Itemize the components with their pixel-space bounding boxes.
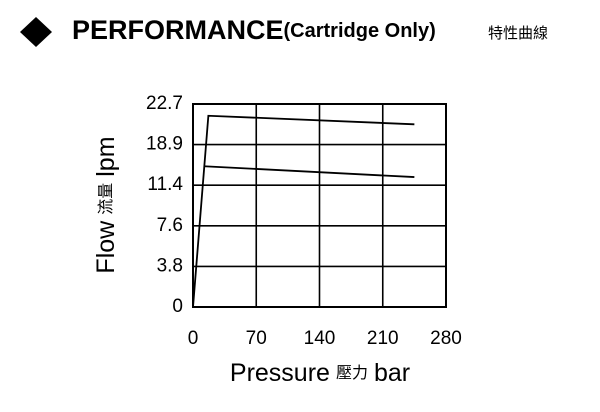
x-tick-label: 70 — [246, 328, 267, 349]
y-axis-label: Flow 流量 lpm — [92, 136, 120, 273]
diamond-icon — [20, 17, 52, 47]
y-tick-label: 0 — [172, 296, 183, 317]
y-tick-label: 18.9 — [146, 134, 183, 155]
y-label-en: Flow — [92, 220, 120, 274]
y-tick-label: 7.6 — [157, 215, 183, 236]
x-label-unit: bar — [374, 359, 410, 387]
x-label-en: Pressure — [230, 359, 330, 387]
y-tick-label: 3.8 — [157, 255, 183, 276]
plot-frame — [192, 103, 447, 308]
x-tick-label: 280 — [430, 328, 462, 349]
y-label-cn: 流量 — [97, 183, 115, 215]
title-cn: 特性曲線 — [488, 25, 548, 42]
data-line — [203, 165, 415, 178]
x-tick-label: 140 — [304, 328, 336, 349]
x-label-cn: 壓力 — [336, 364, 368, 382]
x-tick-label: 210 — [367, 328, 399, 349]
y-label-unit: lpm — [92, 136, 120, 176]
x-tick-label: 0 — [188, 328, 199, 349]
chart-title: PERFORMANCE(Cartridge Only) — [72, 15, 436, 45]
data-line — [192, 114, 415, 308]
y-tick-label: 22.7 — [146, 93, 183, 114]
y-tick-label: 11.4 — [147, 174, 183, 195]
title-main: PERFORMANCE — [72, 15, 284, 45]
title-note: (Cartridge Only) — [284, 20, 436, 42]
x-axis-label: Pressure 壓力 bar — [230, 359, 410, 387]
